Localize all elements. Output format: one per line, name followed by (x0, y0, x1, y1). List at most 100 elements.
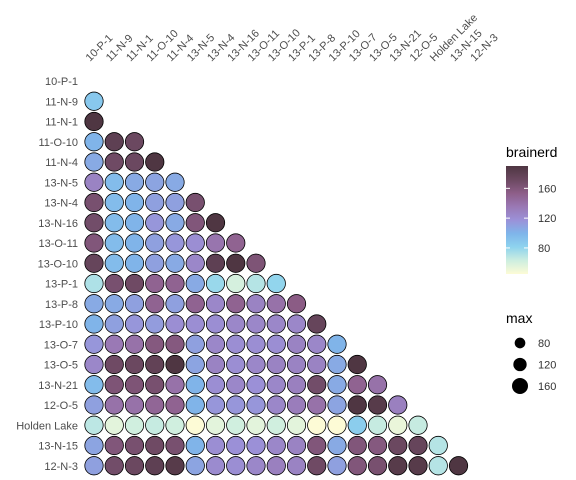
point-13-p-10-13-p-1 (286, 314, 307, 334)
point-holden-lake-13-o-10 (266, 415, 286, 435)
size-legend-label: 120 (538, 360, 556, 372)
size-legend-key (512, 378, 528, 394)
point-13-p-8-11-o-10 (145, 294, 165, 314)
point-12-n-3-11-n-4 (165, 456, 185, 476)
point-13-p-1-11-n-9 (104, 273, 124, 294)
point-13-p-10-11-o-10 (145, 314, 165, 334)
point-13-o-5-13-o-7 (347, 354, 367, 375)
point-13-n-21-13-p-1 (286, 375, 307, 395)
point-13-p-10-13-o-11 (246, 314, 266, 334)
point-13-n-21-13-p-10 (327, 375, 347, 395)
point-12-o-5-13-p-1 (286, 395, 307, 415)
point-13-n-16-11-n-4 (165, 213, 185, 233)
y-tick-label-12-o-5: 12-O-5 (44, 400, 78, 412)
point-13-n-15-13-p-8 (307, 435, 327, 456)
point-13-p-10-11-n-1 (124, 314, 145, 334)
point-13-o-5-13-p-10 (327, 354, 347, 375)
point-13-o-7-13-p-1 (286, 334, 307, 354)
point-13-o-7-11-n-9 (104, 334, 124, 354)
point-13-o-10-11-n-9 (104, 253, 124, 273)
point-13-o-5-13-o-10 (266, 354, 286, 375)
point-13-n-4-10-p-1 (84, 192, 104, 213)
point-13-n-5-11-n-4 (165, 172, 185, 192)
point-13-o-7-13-n-5 (185, 334, 205, 354)
point-13-n-15-13-p-1 (286, 435, 307, 456)
point-13-p-1-13-n-5 (185, 273, 205, 294)
point-13-o-10-13-n-5 (185, 253, 205, 273)
y-tick-label-holden-lake: Holden Lake (16, 420, 78, 432)
point-12-o-5-13-n-16 (226, 395, 246, 415)
colorbar-tick-label: 80 (538, 243, 550, 255)
point-13-p-8-13-p-1 (286, 294, 307, 314)
point-12-o-5-13-n-5 (185, 395, 205, 415)
point-13-o-10-13-n-4 (205, 253, 226, 273)
point-13-p-10-11-n-9 (104, 314, 124, 334)
point-holden-lake-13-p-8 (307, 415, 327, 435)
point-12-o-5-13-o-5 (367, 395, 388, 415)
point-13-p-1-10-p-1 (84, 273, 104, 294)
point-13-n-21-13-n-4 (205, 375, 226, 395)
point-13-o-7-13-p-8 (307, 334, 327, 354)
size-legend-key (513, 357, 527, 372)
point-13-o-5-10-p-1 (84, 354, 104, 375)
point-13-n-15-13-o-5 (367, 435, 388, 456)
point-12-n-3-13-n-4 (205, 456, 226, 476)
point-12-o-5-13-o-7 (347, 395, 367, 415)
point-13-p-10-10-p-1 (84, 314, 104, 334)
y-tick-label-13-o-7: 13-O-7 (44, 339, 78, 351)
point-holden-lake-11-n-9 (104, 415, 124, 435)
point-13-n-15-11-n-1 (124, 435, 145, 456)
point-11-n-1-10-p-1 (84, 111, 104, 132)
point-13-n-5-11-n-1 (124, 172, 145, 192)
point-12-n-3-13-o-5 (367, 456, 388, 476)
point-12-n-3-11-n-9 (104, 456, 124, 476)
point-13-o-7-13-o-10 (266, 334, 286, 354)
point-13-p-1-11-o-10 (145, 273, 165, 294)
point-13-o-11-11-o-10 (145, 233, 165, 253)
point-12-n-3-12-o-5 (408, 456, 428, 476)
point-holden-lake-12-o-5 (408, 415, 428, 435)
point-13-n-15-13-o-7 (347, 435, 367, 456)
y-tick-label-13-o-5: 13-O-5 (44, 360, 78, 372)
point-12-n-3-11-o-10 (145, 456, 165, 476)
size-legend-title: max (506, 310, 532, 326)
point-13-n-5-11-n-9 (104, 172, 124, 192)
point-13-n-21-13-o-5 (367, 375, 388, 395)
point-13-n-15-13-o-10 (266, 435, 286, 456)
point-13-n-4-11-n-9 (104, 192, 124, 213)
y-tick-label-13-o-11: 13-O-11 (38, 238, 78, 250)
point-11-o-10-11-n-9 (104, 132, 124, 152)
point-13-p-10-11-n-4 (165, 314, 185, 334)
point-13-n-4-13-n-5 (185, 192, 205, 213)
point-12-o-5-13-o-10 (266, 395, 286, 415)
point-13-o-7-10-p-1 (84, 334, 104, 354)
point-12-n-3-holden-lake (428, 456, 448, 476)
point-12-n-3-13-n-5 (185, 456, 205, 476)
point-12-n-3-13-o-10 (266, 456, 286, 476)
point-13-n-21-11-n-4 (165, 375, 185, 395)
point-12-n-3-13-o-7 (347, 456, 367, 476)
point-13-n-4-11-n-4 (165, 192, 185, 213)
point-13-n-5-11-o-10 (145, 172, 165, 192)
point-13-n-15-13-n-5 (185, 435, 205, 456)
point-11-n-4-11-n-9 (104, 152, 124, 172)
size-legend-key (514, 337, 526, 349)
point-13-n-15-13-p-10 (327, 435, 347, 456)
point-13-o-5-13-n-5 (185, 354, 205, 375)
point-holden-lake-10-p-1 (84, 415, 104, 435)
point-13-n-4-11-n-1 (124, 192, 145, 213)
point-11-o-10-11-n-1 (124, 132, 145, 152)
point-12-o-5-13-p-10 (327, 395, 347, 415)
point-13-n-21-11-n-1 (124, 375, 145, 395)
point-13-o-11-13-n-4 (205, 233, 226, 253)
color-legend: brainerd 80 120 160 (506, 144, 557, 274)
point-13-n-16-13-n-4 (205, 213, 226, 233)
color-legend-title: brainerd (506, 144, 557, 160)
point-holden-lake-13-o-7 (347, 415, 367, 435)
point-11-n-9-10-p-1 (84, 91, 104, 111)
point-13-o-5-13-n-4 (205, 354, 226, 375)
point-12-o-5-13-o-11 (246, 395, 266, 415)
y-tick-label-11-n-1: 11-N-1 (45, 117, 78, 129)
point-13-o-10-11-n-4 (165, 253, 185, 273)
